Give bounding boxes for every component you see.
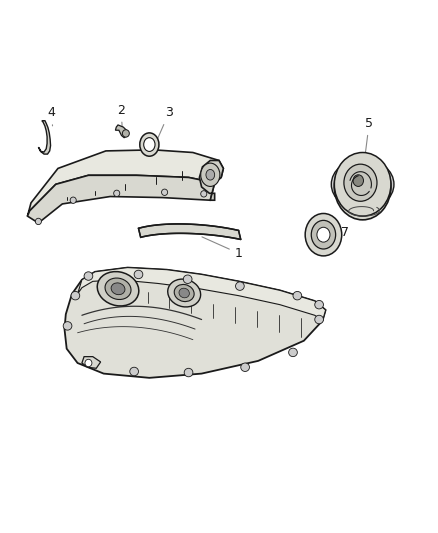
Ellipse shape [236, 282, 244, 290]
Ellipse shape [71, 292, 80, 300]
Ellipse shape [241, 363, 250, 372]
Ellipse shape [162, 189, 168, 196]
Ellipse shape [97, 272, 139, 306]
Ellipse shape [105, 278, 131, 300]
Polygon shape [116, 125, 127, 138]
Ellipse shape [201, 191, 207, 197]
Ellipse shape [174, 285, 194, 302]
Ellipse shape [140, 133, 159, 156]
Ellipse shape [70, 197, 76, 204]
Text: 3: 3 [155, 106, 173, 143]
Polygon shape [28, 150, 223, 216]
Ellipse shape [311, 220, 336, 249]
Text: 2: 2 [117, 103, 125, 127]
Ellipse shape [334, 152, 391, 216]
Ellipse shape [179, 288, 189, 298]
Ellipse shape [184, 368, 193, 377]
Polygon shape [28, 175, 215, 223]
Ellipse shape [315, 301, 323, 309]
Ellipse shape [63, 321, 72, 330]
Ellipse shape [111, 283, 125, 295]
Ellipse shape [184, 275, 192, 284]
Ellipse shape [334, 154, 391, 220]
Ellipse shape [130, 367, 138, 376]
Ellipse shape [85, 359, 92, 367]
Text: 5: 5 [365, 117, 373, 155]
Ellipse shape [168, 279, 201, 307]
Ellipse shape [114, 190, 120, 197]
Ellipse shape [353, 175, 364, 187]
Ellipse shape [305, 214, 342, 256]
Polygon shape [78, 268, 325, 320]
Polygon shape [82, 357, 101, 368]
Ellipse shape [134, 270, 143, 279]
Ellipse shape [122, 130, 129, 137]
Ellipse shape [206, 169, 215, 180]
Ellipse shape [293, 292, 302, 300]
Text: 1: 1 [202, 237, 243, 260]
Ellipse shape [315, 316, 323, 324]
Ellipse shape [331, 159, 394, 210]
Polygon shape [199, 160, 223, 200]
Ellipse shape [35, 218, 42, 224]
Ellipse shape [144, 138, 155, 151]
Text: 7: 7 [333, 225, 349, 239]
Polygon shape [138, 224, 241, 239]
Ellipse shape [317, 227, 330, 242]
Text: 4: 4 [47, 106, 55, 126]
Ellipse shape [84, 272, 93, 280]
Polygon shape [39, 120, 50, 154]
Ellipse shape [201, 163, 220, 187]
Ellipse shape [344, 164, 377, 201]
Polygon shape [64, 268, 325, 378]
Ellipse shape [289, 348, 297, 357]
